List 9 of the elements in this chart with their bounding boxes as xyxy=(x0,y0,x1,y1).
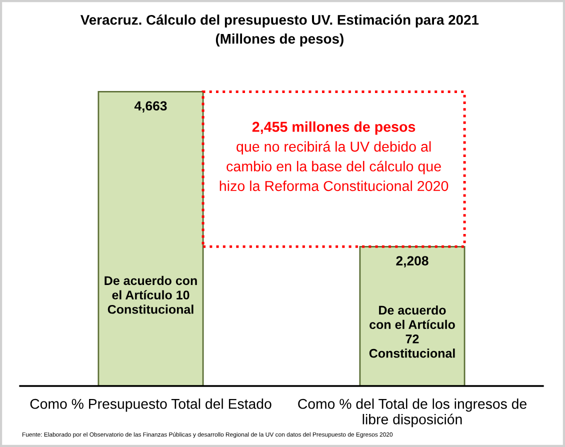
annotation: De acuerdo con el Artículo 72 Constitucional xyxy=(369,305,455,358)
chart-title: Veracruz. Cálculo del presupuesto UV. Estimación para 2021 xyxy=(80,14,479,28)
x-tick-label: Como % Presupuesto Total del Estado xyxy=(30,398,272,412)
data-label: 2,208 xyxy=(396,256,428,268)
data-label: 4,663 xyxy=(134,101,167,112)
annotation: 2,455 millones de pesos que no recibirá la UV debido al cambio en la base del cálculo que hizo la Reforma Constitucional 2020 xyxy=(220,121,448,192)
x-tick-label: Como % del Total de los ingresos de libre disposición xyxy=(298,398,526,428)
annotation: De acuerdo con el Artículo 10 Constitucional xyxy=(104,276,197,314)
chart-subtitle: (Millones de pesos) xyxy=(216,34,344,46)
